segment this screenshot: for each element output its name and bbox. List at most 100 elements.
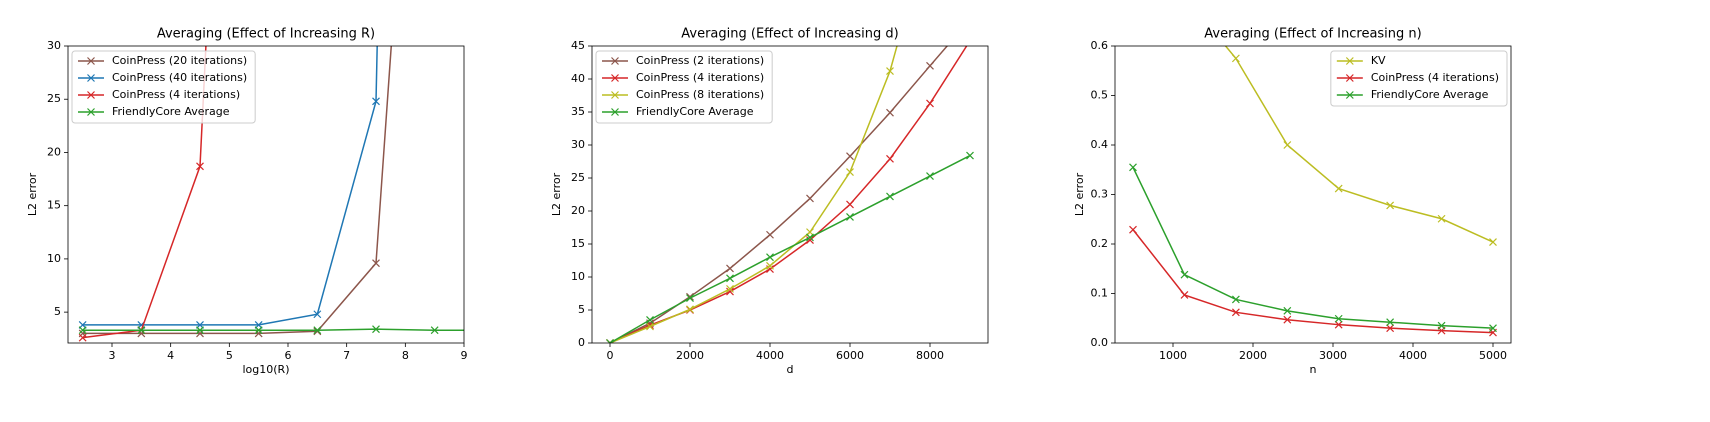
legend-label: CoinPress (4 iterations) <box>636 71 764 84</box>
marker <box>646 315 654 324</box>
x-tick-label: 8 <box>402 349 409 362</box>
y-tick-label: 30 <box>47 39 61 52</box>
x-tick-label: 3000 <box>1319 349 1347 362</box>
legend: KV CoinPress (4 iterations) FriendlyCore A… <box>1330 50 1508 107</box>
legend-marker <box>1345 91 1354 99</box>
y-axis-label: L2 error <box>550 172 563 216</box>
marker <box>490 327 497 334</box>
marker <box>766 253 774 262</box>
y-tick-label: 0.5 <box>1091 89 1109 102</box>
marker <box>78 333 87 342</box>
y-tick-label: 0.2 <box>1091 237 1109 250</box>
legend-label: CoinPress (8 iterations) <box>636 88 764 101</box>
y-axis-label: L2 error <box>1073 172 1086 216</box>
series-line <box>82 46 207 339</box>
legend-box <box>71 50 256 124</box>
subplot: Averaging (Effect of Increasing n) n L2 er… <box>1073 27 1512 376</box>
legend-marker <box>611 57 619 65</box>
marker <box>726 264 734 273</box>
y-tick-label: 15 <box>571 237 585 250</box>
marker <box>254 329 263 338</box>
y-tick-label: 5 <box>54 305 61 318</box>
marker <box>1129 225 1137 234</box>
plot-area <box>1129 46 1497 337</box>
series-line <box>1132 166 1494 329</box>
y-tick-label: 0.1 <box>1091 287 1109 300</box>
subplot-title: Averaging (Effect of Increasing d) <box>681 27 898 42</box>
marker <box>1231 54 1240 63</box>
legend-label: FriendlyCore Average <box>1371 88 1489 101</box>
marker <box>372 325 380 334</box>
series-line <box>82 328 464 331</box>
marker <box>1386 318 1395 327</box>
subplot-title: Averaging (Effect of Increasing n) <box>1204 27 1421 42</box>
marker <box>1283 306 1292 315</box>
legend-label: CoinPress (20 iterations) <box>112 54 247 67</box>
marker <box>1283 141 1292 149</box>
legend-label: CoinPress (4 iterations) <box>112 88 240 101</box>
marker <box>1283 315 1292 324</box>
marker <box>196 162 204 171</box>
x-tick-label: 4000 <box>1399 349 1427 362</box>
legend-label: CoinPress (4 iterations) <box>1371 71 1499 84</box>
legend-marker <box>1345 57 1354 65</box>
x-tick-label: 9 <box>461 349 468 362</box>
series-line <box>82 46 393 335</box>
y-tick-label: 0.6 <box>1091 39 1109 52</box>
legend-marker <box>87 57 95 65</box>
marker <box>967 37 974 44</box>
legend: CoinPress (20 iterations) CoinPress (40 i… <box>71 50 256 124</box>
legend-label: CoinPress (2 iterations) <box>636 54 764 67</box>
y-tick-label: 0.4 <box>1091 138 1109 151</box>
series-line <box>609 46 949 343</box>
y-tick-label: 0 <box>578 336 585 349</box>
legend-marker <box>87 91 95 99</box>
x-axis-label: d <box>787 363 794 376</box>
marker <box>926 99 934 108</box>
x-tick-label: 6 <box>285 349 292 362</box>
marker <box>846 168 854 176</box>
x-tick-label: 5000 <box>1479 349 1507 362</box>
legend-label: KV <box>1371 54 1386 67</box>
series-line <box>609 154 971 343</box>
marker <box>806 236 814 244</box>
x-tick-label: 1000 <box>1159 349 1187 362</box>
x-tick-label: 4000 <box>756 349 784 362</box>
marker <box>766 230 774 239</box>
marker <box>78 326 87 335</box>
marker <box>806 233 814 242</box>
y-tick-label: 20 <box>571 204 585 217</box>
marker <box>1437 214 1446 223</box>
axes-frame <box>67 45 465 344</box>
legend-label: FriendlyCore Average <box>112 105 230 118</box>
y-tick-label: 45 <box>571 39 585 52</box>
marker <box>966 151 974 160</box>
legend-marker <box>87 74 95 82</box>
legend-marker <box>611 91 619 99</box>
marker <box>726 284 734 293</box>
subplot: Averaging (Effect of Increasing d) d L2 er… <box>550 16 989 376</box>
marker <box>606 339 614 343</box>
x-tick-label: 3 <box>109 349 116 362</box>
series-line <box>82 46 378 326</box>
x-tick-label: 2000 <box>676 349 704 362</box>
marker <box>1334 314 1343 323</box>
y-axis-label: L2 error <box>26 172 39 216</box>
plot-area <box>606 16 974 343</box>
x-tick-label: 2000 <box>1239 349 1267 362</box>
marker <box>926 61 934 70</box>
y-tick-label: 40 <box>571 72 585 85</box>
legend-marker <box>611 74 619 82</box>
marker <box>967 16 974 23</box>
marker <box>886 67 894 76</box>
legend-marker <box>87 108 95 116</box>
marker <box>1129 163 1137 172</box>
marker <box>313 310 322 319</box>
y-tick-label: 20 <box>47 145 61 158</box>
marker <box>926 172 934 180</box>
marker <box>313 326 322 335</box>
marker <box>766 261 774 270</box>
legend-label: CoinPress (40 iterations) <box>112 71 247 84</box>
legend-box <box>1330 50 1508 107</box>
